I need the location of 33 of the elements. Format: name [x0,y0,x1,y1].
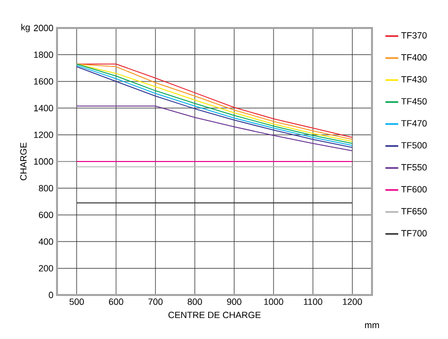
y-tick-label: 1000 [34,158,54,165]
legend-label: TF470 [401,120,427,127]
x-tick-label: 700 [148,298,163,305]
legend-label: TF450 [401,98,427,105]
x-axis-title: CENTRE DE CHARGE [168,312,261,318]
legend-label: TF500 [401,142,427,148]
text: kg [21,24,30,32]
y-tick-label: 200 [38,265,54,272]
x-tick-label: 1000 [264,298,284,305]
legend-label: TF370 [401,32,427,39]
y-tick-label: 800 [38,185,54,192]
x-tick-label: 500 [70,298,84,305]
x-tick-label: 1100 [304,298,322,305]
y-tick-label: 1400 [34,104,54,112]
y-tick-label: 1800 [34,52,54,58]
text: mm [365,323,379,328]
legend-label: TF550 [401,164,427,170]
x-tick-label: 800 [188,298,202,305]
y-tick-label: 400 [38,238,54,245]
y-axis-title: CHARGE [20,142,27,180]
x-tick-label: 1200 [342,298,362,305]
x-tick-label: 900 [227,298,242,305]
legend-label: TF700 [401,230,427,236]
y-tick-label: 600 [38,212,54,218]
legend-label: TF650 [401,208,427,214]
y-tick-label: 0 [48,292,54,298]
y-tick-label: 2000 [34,24,54,32]
x-tick-label: 600 [109,298,124,305]
legend-label: TF400 [401,54,427,61]
legend-label: TF430 [401,76,427,83]
y-tick-label: 1200 [34,132,54,138]
legend-label: TF600 [401,186,427,192]
y-tick-label: 1600 [34,78,54,85]
